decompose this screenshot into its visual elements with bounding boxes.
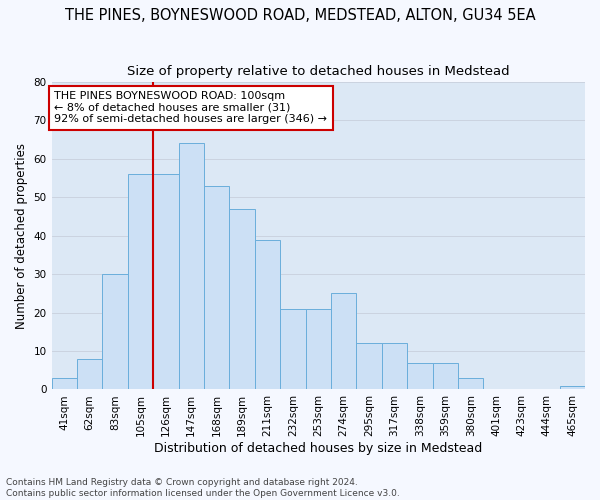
Bar (458, 378, 484, 390)
Bar (153, 174, 179, 390)
Bar (382, 344, 407, 390)
Title: Size of property relative to detached houses in Medstead: Size of property relative to detached ho… (127, 65, 509, 78)
Bar (433, 362, 458, 390)
Bar (305, 308, 331, 390)
Bar (229, 209, 255, 390)
Bar (280, 308, 305, 390)
Text: Contains HM Land Registry data © Crown copyright and database right 2024.
Contai: Contains HM Land Registry data © Crown c… (6, 478, 400, 498)
Bar (255, 240, 280, 390)
Bar (103, 274, 128, 390)
Bar (407, 362, 433, 390)
Bar (204, 186, 229, 390)
Bar (77, 358, 103, 390)
Y-axis label: Number of detached properties: Number of detached properties (15, 142, 28, 328)
Bar (179, 144, 204, 390)
Bar (356, 344, 382, 390)
Bar (331, 294, 356, 390)
Text: THE PINES BOYNESWOOD ROAD: 100sqm
← 8% of detached houses are smaller (31)
92% o: THE PINES BOYNESWOOD ROAD: 100sqm ← 8% o… (54, 91, 327, 124)
Bar (52, 378, 77, 390)
Bar (560, 386, 585, 390)
X-axis label: Distribution of detached houses by size in Medstead: Distribution of detached houses by size … (154, 442, 482, 455)
Bar (128, 174, 153, 390)
Text: THE PINES, BOYNESWOOD ROAD, MEDSTEAD, ALTON, GU34 5EA: THE PINES, BOYNESWOOD ROAD, MEDSTEAD, AL… (65, 8, 535, 22)
